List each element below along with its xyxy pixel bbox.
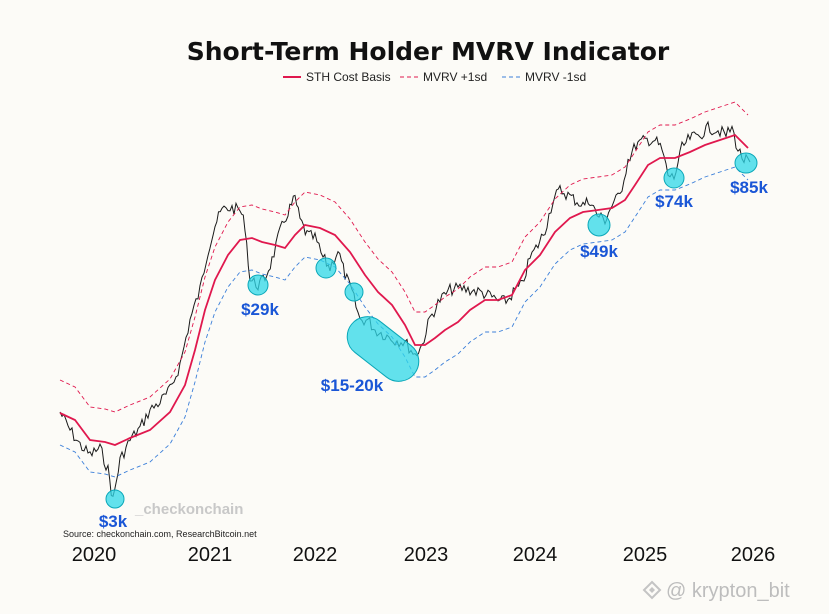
x-tick-2023: 2023	[404, 544, 449, 566]
price-series-line	[59, 120, 751, 498]
legend-label-mvrv-plus-1sd: MVRV +1sd	[423, 70, 487, 84]
price-labels: $3k $29k $15-20k $49k $74k $85k	[99, 178, 769, 531]
marker-15-20k	[346, 316, 420, 382]
marker-49k	[587, 213, 611, 237]
marker-3k	[105, 489, 125, 509]
marker-85k	[734, 152, 758, 174]
x-axis: 2020 2021 2022 2023 2024 2025 2026	[72, 544, 776, 566]
mvrv-plus-1sd-line	[59, 101, 749, 413]
marker-2022a	[315, 257, 337, 279]
annotation-label-49k: $49k	[580, 242, 618, 261]
series-layer	[59, 101, 751, 498]
watermark: @ krypton_bit	[642, 580, 790, 602]
annotation-label-85k: $85k	[730, 178, 768, 197]
x-tick-2021: 2021	[188, 544, 233, 566]
sth-cost-basis-line	[59, 133, 749, 446]
annotation-label-15-20k: $15-20k	[321, 376, 384, 395]
x-tick-2022: 2022	[293, 544, 338, 566]
legend-label-sth-cost-basis: STH Cost Basis	[306, 70, 391, 84]
legend-label-mvrv-minus-1sd: MVRV -1sd	[525, 70, 586, 84]
x-tick-2026: 2026	[731, 544, 776, 566]
source-note: Source: checkonchain.com, ResearchBitcoi…	[63, 529, 257, 539]
watermark-text: @ krypton_bit	[666, 580, 790, 602]
annotation-label-29k: $29k	[241, 300, 279, 319]
legend: STH Cost Basis MVRV +1sd MVRV -1sd	[283, 70, 586, 84]
mvrv-minus-1sd-line	[59, 166, 749, 478]
brand-label: _checkonchain	[134, 501, 243, 518]
x-tick-2024: 2024	[513, 544, 558, 566]
marker-29k	[247, 274, 269, 296]
marker-2022b	[344, 282, 364, 302]
annotation-label-3k: $3k	[99, 512, 128, 531]
x-tick-2020: 2020	[72, 544, 117, 566]
marker-layer	[105, 152, 758, 509]
watermark-logo-icon	[642, 580, 662, 600]
chart-title: Short-Term Holder MVRV Indicator	[187, 37, 670, 66]
x-tick-2025: 2025	[623, 544, 668, 566]
marker-74k	[663, 167, 685, 189]
annotation-label-74k: $74k	[655, 192, 693, 211]
